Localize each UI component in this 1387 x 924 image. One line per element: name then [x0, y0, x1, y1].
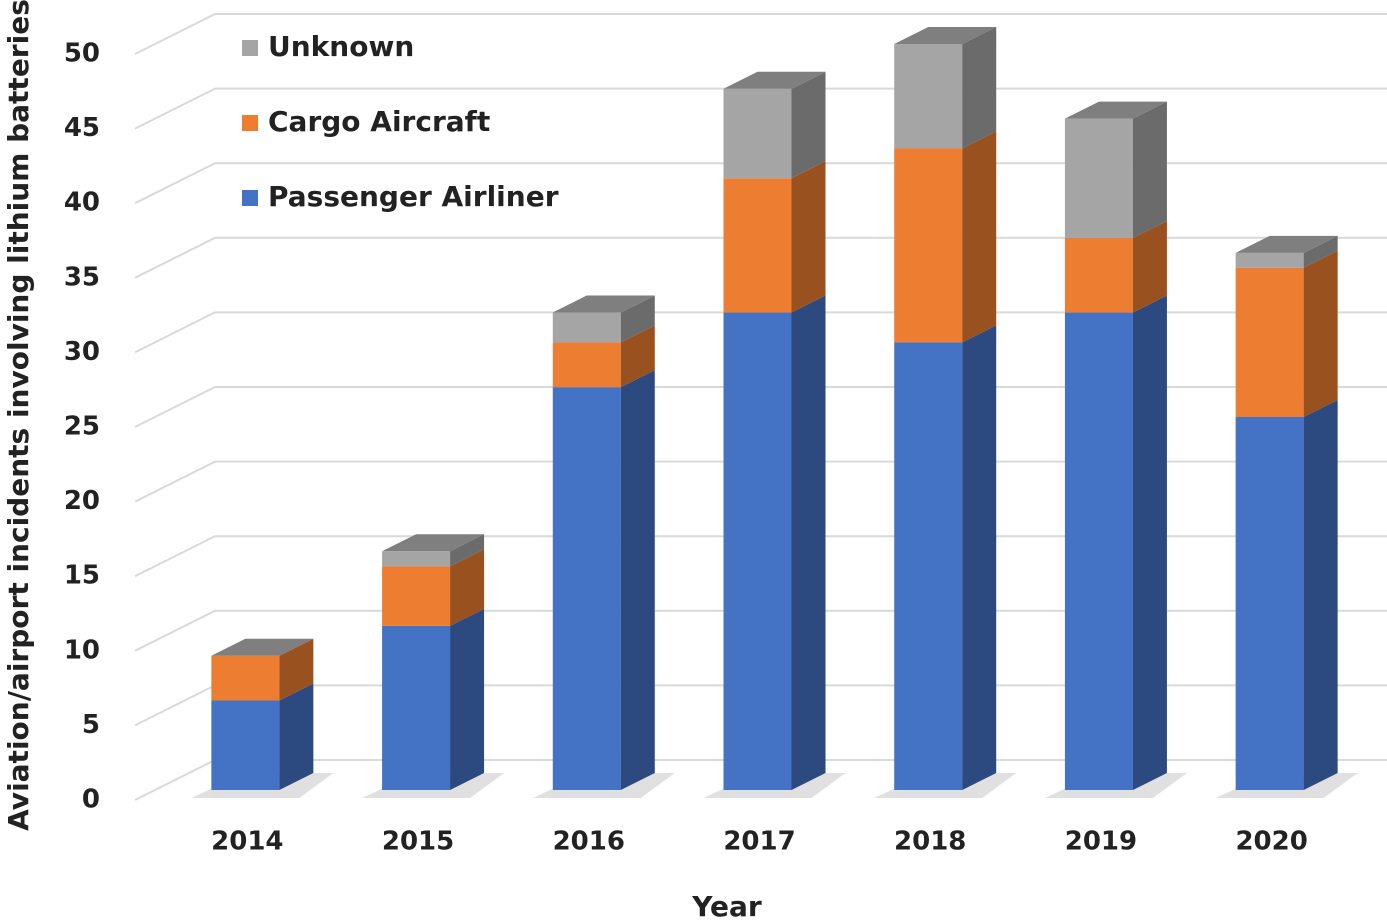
bar-top	[723, 71, 826, 89]
x-tick-label: 2019	[1065, 827, 1137, 857]
bar-segment	[894, 342, 963, 790]
legend-label: Passenger Airliner	[268, 180, 559, 213]
bar-top	[382, 534, 485, 552]
bar-side	[962, 325, 997, 790]
y-tick-label: 30	[64, 337, 100, 367]
y-tick-label: 20	[64, 486, 100, 516]
bar-top	[894, 27, 997, 44]
legend-label: Cargo Aircraft	[268, 105, 490, 138]
bar-side	[962, 27, 997, 149]
labels: 0 5 10 15 20 25 30 35 40 45 50 2014 2015 2016 2017 2018…	[64, 39, 1308, 857]
bars	[191, 27, 1358, 798]
x-tick-label: 2015	[382, 827, 454, 857]
bar-segment	[382, 551, 451, 567]
bar-segment	[1064, 312, 1133, 790]
bar-top	[1064, 101, 1167, 119]
x-axis-title: Year	[691, 890, 762, 923]
bar-side	[791, 71, 826, 179]
bar-side	[450, 534, 485, 567]
grid-line	[134, 162, 1387, 205]
bar-segment	[382, 566, 451, 626]
bar-side	[620, 370, 655, 790]
bar-side	[962, 131, 997, 343]
bar-segment	[723, 88, 792, 179]
y-tick-label: 15	[64, 561, 100, 591]
grid-line	[134, 13, 1387, 55]
bar-segment	[894, 44, 963, 149]
bar-segment	[211, 655, 280, 701]
bar-segment	[552, 387, 621, 790]
bar-segment	[894, 148, 963, 343]
bar-segment	[1235, 267, 1304, 417]
bar-side	[1303, 400, 1338, 790]
grid-line	[134, 236, 1387, 279]
bar-segment	[723, 178, 792, 313]
bar-side	[450, 549, 485, 626]
x-tick-label: 2018	[894, 827, 966, 857]
x-tick-label: 2020	[1235, 827, 1307, 857]
y-tick-label: 35	[64, 262, 100, 292]
legend-label: Unknown	[268, 30, 414, 63]
y-tick-label: 40	[64, 188, 100, 218]
bar-side	[1132, 101, 1167, 238]
legend-swatch	[242, 115, 258, 131]
grid-line	[134, 460, 1387, 503]
bar-side	[450, 608, 485, 790]
y-tick-label: 45	[64, 113, 100, 143]
x-tick-label: 2014	[211, 827, 283, 857]
bar-segment	[1235, 417, 1304, 790]
bar-segment	[1235, 252, 1304, 268]
bar-side	[620, 325, 655, 388]
grid-line	[134, 535, 1387, 578]
grid-line	[134, 386, 1387, 428]
bar-top	[1235, 235, 1338, 253]
y-tick-label: 0	[82, 785, 100, 815]
bar-segment	[723, 312, 792, 790]
bar-segment	[552, 342, 621, 388]
grid-line	[134, 311, 1387, 354]
bar-side	[1303, 250, 1338, 417]
bar-segment	[552, 312, 621, 343]
bar-segment	[382, 625, 451, 790]
bar-segment	[1064, 237, 1133, 313]
y-tick-label: 50	[64, 39, 100, 69]
x-tick-label: 2017	[723, 827, 795, 857]
bar-side	[1132, 220, 1167, 313]
bar-side	[1303, 235, 1338, 268]
grid-line	[134, 609, 1387, 652]
bar-segment	[1064, 118, 1133, 238]
x-tick-label: 2016	[553, 827, 625, 857]
y-tick-label: 10	[64, 635, 100, 665]
bar-side	[620, 295, 655, 343]
bar-top	[211, 638, 314, 656]
bar-side	[791, 295, 826, 790]
legend-swatch	[242, 190, 258, 206]
y-tick-label: 5	[82, 710, 100, 740]
grid	[134, 13, 1387, 801]
bar-side	[791, 161, 826, 313]
bar-side	[279, 683, 314, 790]
y-axis-title: Aviation/airport incidents involving lit…	[2, 0, 35, 831]
legend-swatch	[242, 40, 258, 56]
bar-top	[552, 295, 655, 313]
bar-side	[1132, 295, 1167, 790]
grid-line	[134, 87, 1387, 130]
bar-segment	[211, 700, 280, 790]
y-tick-label: 25	[64, 412, 100, 442]
bar-side	[279, 638, 314, 701]
